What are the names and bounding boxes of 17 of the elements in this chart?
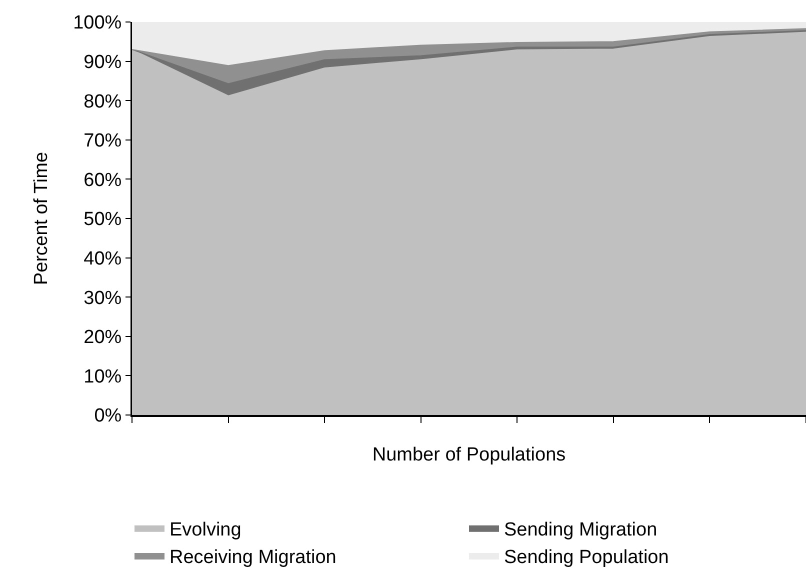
y-tick-label: 70% bbox=[84, 130, 122, 152]
y-tick-label: 50% bbox=[84, 209, 122, 230]
legend-label: Evolving bbox=[170, 519, 242, 540]
legend-label: Receiving Migration bbox=[170, 546, 336, 568]
y-tick-label: 30% bbox=[84, 288, 122, 309]
legend-label: Sending Population bbox=[504, 546, 669, 568]
x-axis-title: Number of Populations bbox=[372, 444, 566, 466]
y-tick-label: 100% bbox=[73, 12, 122, 34]
y-tick-label: 40% bbox=[84, 248, 122, 270]
y-tick-label: 0% bbox=[94, 406, 122, 427]
y-tick-label: 80% bbox=[84, 91, 122, 112]
y-tick-label: 60% bbox=[84, 170, 122, 191]
y-tick-label: 10% bbox=[84, 366, 122, 388]
legend-label: Sending Migration bbox=[504, 519, 658, 540]
y-tick-label: 90% bbox=[84, 52, 122, 73]
y-axis-title: Percent of Time bbox=[31, 152, 52, 286]
y-tick-label: 20% bbox=[84, 327, 122, 348]
